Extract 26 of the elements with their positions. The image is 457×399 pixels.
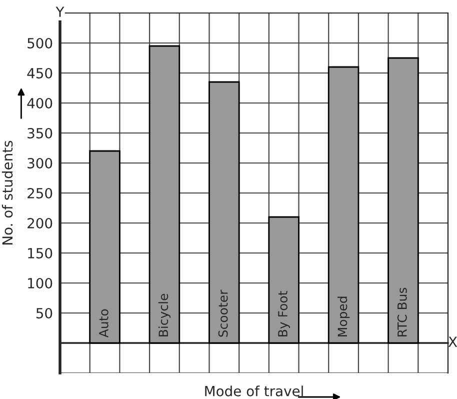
x-axis-title: Mode of travel xyxy=(205,386,303,396)
y-tick-label: 350 xyxy=(28,128,52,138)
x-tick-label: Scooter xyxy=(218,290,228,337)
x-tick-label: Bicycle xyxy=(158,294,171,336)
bar xyxy=(208,81,240,344)
x-tick-label: Auto xyxy=(99,309,108,338)
x-tick-label: Moped xyxy=(337,296,350,336)
y-tick-label: 400 xyxy=(27,98,52,108)
text: X xyxy=(448,336,457,347)
bar xyxy=(388,57,419,344)
bar xyxy=(148,45,180,344)
annotation: Y xyxy=(56,6,64,17)
bar xyxy=(268,216,300,344)
y-tick-label: 150 xyxy=(28,248,52,258)
y-tick-label: 300 xyxy=(28,158,52,168)
y-tick-label: 100 xyxy=(28,278,52,288)
y-tick-label: 50 xyxy=(36,308,52,318)
y-tick-label: 500 xyxy=(28,38,52,48)
bar xyxy=(89,150,120,344)
y-tick-label: 200 xyxy=(28,218,52,228)
x-tick-label: RTC Bus xyxy=(397,288,407,336)
y-tick-label: 250 xyxy=(28,188,52,198)
y-axis-title: No. of students xyxy=(2,140,13,244)
x-tick-label: By Foot xyxy=(278,291,290,336)
y-tick-label: 450 xyxy=(27,68,52,78)
bar xyxy=(328,66,360,344)
